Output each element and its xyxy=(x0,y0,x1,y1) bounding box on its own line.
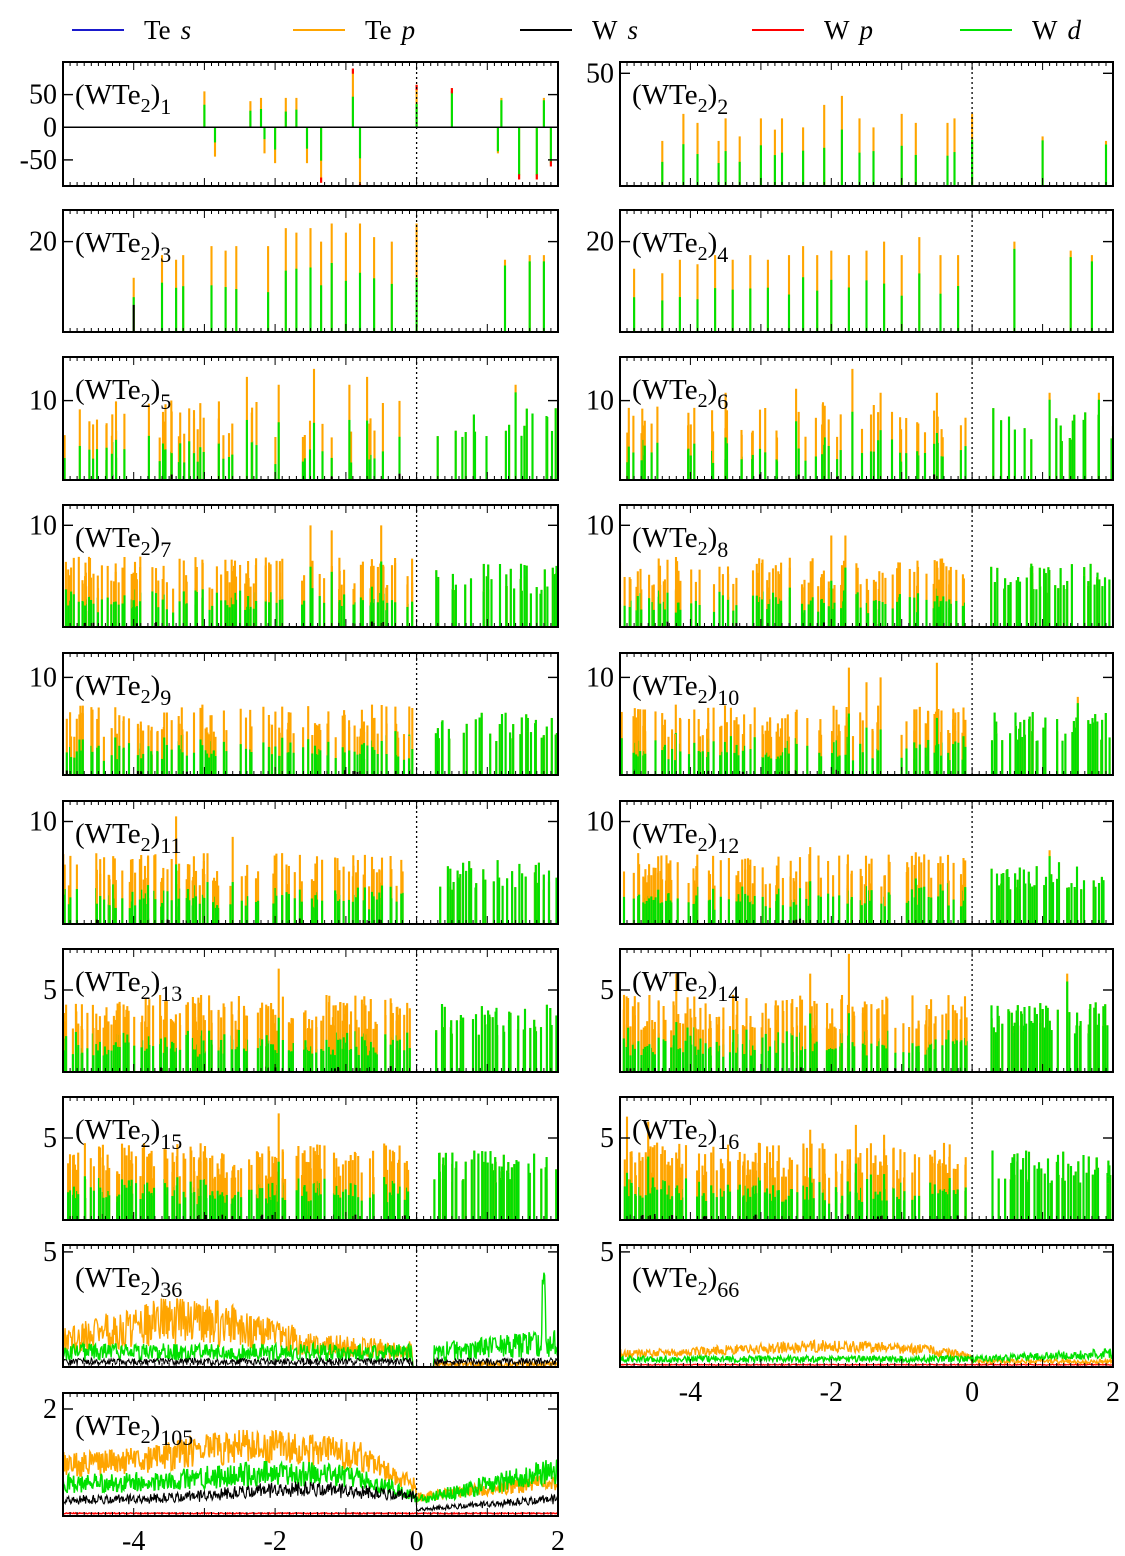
dos-bars xyxy=(620,847,1113,924)
y-tick-label: 10 xyxy=(29,386,57,417)
plot-area xyxy=(620,535,1113,627)
x-ticks xyxy=(619,62,1114,186)
plot-area xyxy=(63,525,558,627)
panel-label: (WTe2)4 xyxy=(632,227,728,267)
panel-label: (WTe2)5 xyxy=(75,374,171,414)
dos-panel-8: 10 (WTe2)8 xyxy=(586,504,1114,628)
legend-label: Te p xyxy=(365,15,415,45)
plot-area xyxy=(620,847,1113,924)
panel-label: (WTe2)12 xyxy=(632,818,739,858)
y-tick-label: 0 xyxy=(43,112,57,143)
panel-label: (WTe2)10 xyxy=(632,670,739,710)
y-tick-label: 10 xyxy=(586,386,614,417)
plot-area xyxy=(63,968,558,1072)
panel-label: (WTe2)1 xyxy=(75,79,171,119)
dos-panel-2: 50 (WTe2)2 xyxy=(586,58,1114,187)
x-ticks xyxy=(62,210,559,332)
y-tick-label: 20 xyxy=(586,227,614,258)
dos-panel-12: 10 (WTe2)12 xyxy=(586,800,1114,925)
plot-area xyxy=(63,223,558,332)
dos-bars xyxy=(620,535,1113,627)
dos-panel-7: 10 (WTe2)7 xyxy=(29,504,559,628)
plot-area xyxy=(63,704,558,775)
dos-panel-9: 10 (WTe2)9 xyxy=(29,652,559,776)
plot-area xyxy=(620,953,1113,1072)
plot-area xyxy=(620,368,1113,480)
panel-label: (WTe2)7 xyxy=(75,522,171,562)
plot-area xyxy=(620,662,1113,775)
x-ticks xyxy=(62,62,559,186)
dos-panel-10: 10 (WTe2)10 xyxy=(586,652,1114,776)
dos-panel-11: 10 (WTe2)11 xyxy=(29,800,559,925)
dos-bars xyxy=(63,968,558,1072)
dos-bars xyxy=(63,816,558,924)
y-tick-label: 20 xyxy=(29,227,57,258)
dos-bars xyxy=(63,68,558,186)
x-ticks xyxy=(62,949,559,1072)
x-ticks xyxy=(62,357,559,480)
y-tick-label: 50 xyxy=(29,80,57,111)
plot-area xyxy=(63,68,558,186)
plot-area xyxy=(63,816,558,924)
x-ticks xyxy=(62,505,559,627)
dos-panel-4: 20 (WTe2)4 xyxy=(586,209,1114,333)
panel-label: (WTe2)2 xyxy=(632,79,728,119)
dos-panel-5: 10 (WTe2)5 xyxy=(29,356,559,481)
legend-label: Te s xyxy=(144,15,191,45)
legend-item-te-p: Te p xyxy=(293,15,415,45)
panel-label: (WTe2)3 xyxy=(75,227,171,267)
panel-label: (WTe2)8 xyxy=(632,522,728,562)
dos-panel-14: 5 (WTe2)14 xyxy=(600,948,1114,1073)
y-tick-label: 5 xyxy=(43,975,57,1006)
x-ticks xyxy=(619,357,1114,480)
panel-label: (WTe2)13 xyxy=(75,966,182,1006)
dos-bars xyxy=(620,95,1113,186)
y-tick-label: 10 xyxy=(586,662,614,693)
x-ticks xyxy=(62,801,559,924)
dos-panel-13: 5 (WTe2)13 xyxy=(43,948,559,1073)
x-ticks xyxy=(619,653,1114,775)
dos-bars xyxy=(63,525,558,627)
y-tick-label: 10 xyxy=(29,807,57,838)
dos-panel-6: 10 (WTe2)6 xyxy=(586,356,1114,481)
y-tick-label: 10 xyxy=(586,510,614,541)
y-tick-label: 10 xyxy=(586,807,614,838)
plot-area xyxy=(620,95,1113,186)
dos-bars xyxy=(620,368,1113,480)
legend-item-te-s: Te s xyxy=(72,15,191,45)
x-ticks xyxy=(619,505,1114,627)
panel-label: (WTe2)9 xyxy=(75,670,171,710)
dos-panel-3: 20 (WTe2)3 xyxy=(29,209,559,333)
panel-label: (WTe2)11 xyxy=(75,818,181,858)
plot-area xyxy=(63,368,558,480)
dos-bars xyxy=(63,223,558,332)
y-tick-label: 10 xyxy=(29,662,57,693)
panel-label: (WTe2)6 xyxy=(632,374,728,414)
dos-bars xyxy=(63,368,558,480)
dos-bars xyxy=(63,704,558,775)
y-tick-label: -50 xyxy=(20,145,57,176)
x-ticks xyxy=(619,210,1114,332)
dos-bars xyxy=(620,953,1113,1072)
plot-area xyxy=(620,237,1113,332)
y-tick-label: 10 xyxy=(29,510,57,541)
dos-bars xyxy=(620,662,1113,775)
x-ticks xyxy=(62,653,559,775)
x-ticks xyxy=(619,801,1114,924)
dos-bars xyxy=(620,237,1113,332)
y-tick-label: 50 xyxy=(586,58,614,89)
